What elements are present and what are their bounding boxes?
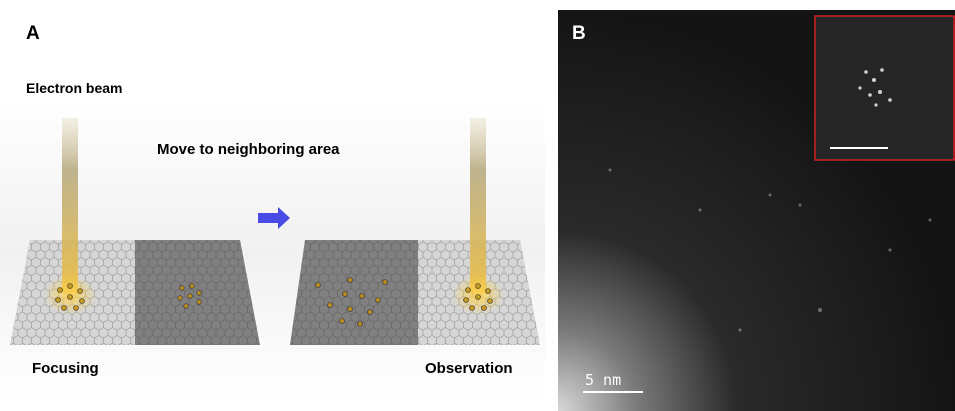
beam-label: Electron beam — [26, 80, 122, 96]
dark-region-right — [290, 240, 418, 345]
observation-label: Observation — [425, 360, 513, 377]
scale-bar-label: 5 nm — [585, 371, 621, 389]
page: A Electron beam Move to neighboring area… — [0, 0, 955, 411]
panel-b-label: B — [572, 23, 586, 44]
electron-beam-left — [62, 118, 78, 293]
focusing-label: Focusing — [32, 360, 99, 377]
figure: A Electron beam Move to neighboring area… — [0, 0, 955, 411]
electron-beam-right — [470, 118, 486, 293]
inset — [815, 16, 954, 160]
move-label: Move to neighboring area — [157, 141, 340, 158]
panel-a-label: A — [26, 23, 40, 44]
